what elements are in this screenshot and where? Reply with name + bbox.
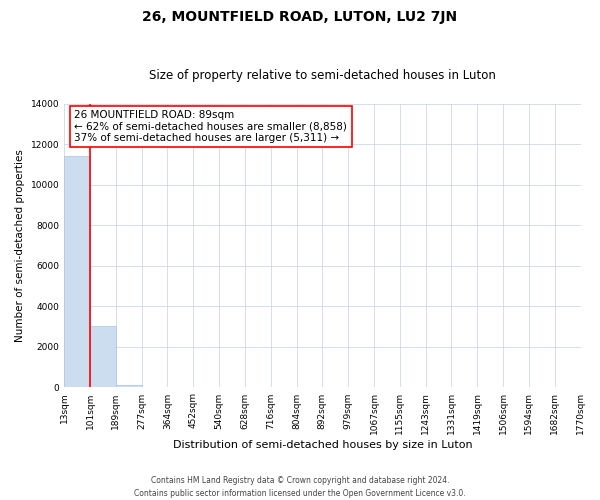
Text: 26, MOUNTFIELD ROAD, LUTON, LU2 7JN: 26, MOUNTFIELD ROAD, LUTON, LU2 7JN xyxy=(142,10,458,24)
Title: Size of property relative to semi-detached houses in Luton: Size of property relative to semi-detach… xyxy=(149,69,496,82)
Y-axis label: Number of semi-detached properties: Number of semi-detached properties xyxy=(15,150,25,342)
Text: 26 MOUNTFIELD ROAD: 89sqm
← 62% of semi-detached houses are smaller (8,858)
37% : 26 MOUNTFIELD ROAD: 89sqm ← 62% of semi-… xyxy=(74,110,347,143)
Bar xyxy=(116,385,142,388)
Bar xyxy=(64,156,90,388)
Text: Contains HM Land Registry data © Crown copyright and database right 2024.
Contai: Contains HM Land Registry data © Crown c… xyxy=(134,476,466,498)
Bar xyxy=(90,326,116,388)
X-axis label: Distribution of semi-detached houses by size in Luton: Distribution of semi-detached houses by … xyxy=(173,440,472,450)
